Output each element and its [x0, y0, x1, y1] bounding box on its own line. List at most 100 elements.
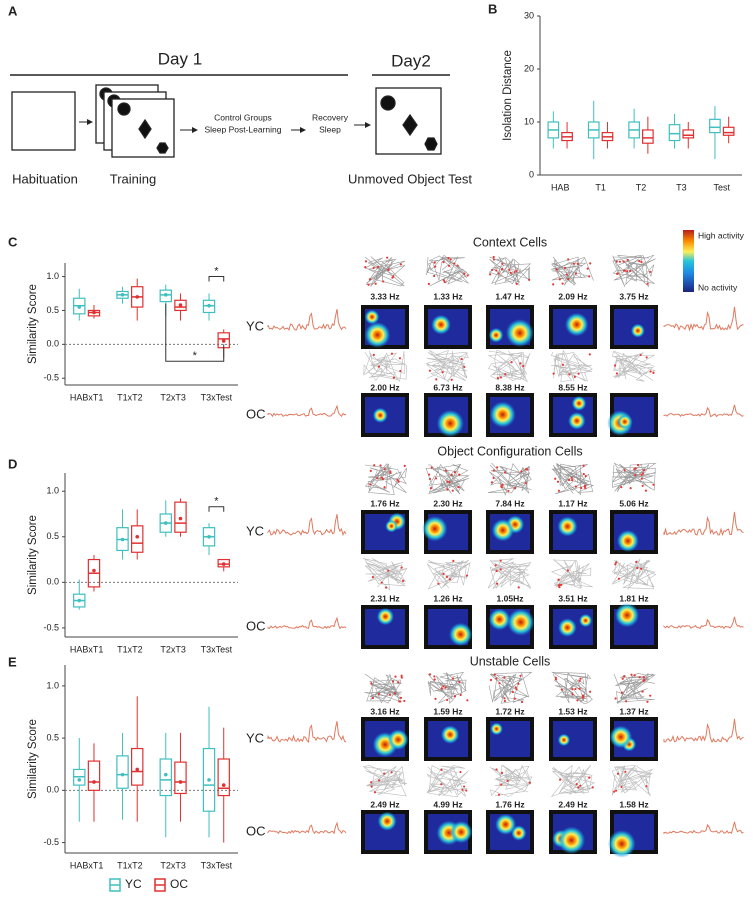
panel-label: E — [8, 654, 17, 669]
spike-dot — [447, 256, 450, 260]
spike-dot — [522, 364, 525, 368]
firing-rate: 5.06 Hz — [619, 498, 648, 508]
trajectory — [611, 765, 653, 796]
spike-dot — [499, 568, 502, 571]
waveform — [267, 514, 347, 537]
spike-dot — [442, 261, 445, 264]
rate-map-field — [571, 396, 587, 411]
spike-dot — [555, 268, 558, 271]
rate-map — [609, 717, 658, 761]
group-label: YC — [246, 318, 264, 333]
spike-dot — [383, 467, 386, 471]
spike-dot — [565, 273, 568, 276]
x-tick-label: T3xTest — [201, 860, 233, 870]
spike-dot — [514, 486, 517, 490]
spike-dot — [392, 376, 395, 379]
y-tick-label: -0.5 — [43, 622, 59, 632]
spike-dot — [623, 469, 626, 472]
spike-dot — [450, 378, 453, 381]
rate-map — [486, 393, 534, 437]
spike-dot — [589, 690, 592, 693]
spike-dot — [567, 278, 570, 281]
spike-dot — [635, 560, 638, 564]
rate-map — [549, 305, 597, 349]
spike-dot — [633, 674, 636, 677]
y-axis-label: Similarity Score — [27, 284, 39, 364]
rate-map-field — [489, 401, 516, 428]
rate-map-field — [448, 622, 473, 647]
firing-rate: 2.09 Hz — [558, 291, 587, 301]
mean — [178, 516, 183, 521]
spike-dot — [367, 283, 370, 286]
y-tick-label: 0.0 — [46, 785, 59, 795]
x-tick-label: HABxT1 — [70, 644, 104, 654]
rate-map-field — [557, 516, 578, 537]
spike-dot — [497, 793, 501, 796]
spike-dot — [465, 789, 468, 792]
step-label: Habituation — [12, 171, 78, 186]
firing-rate: 1.76 Hz — [495, 799, 524, 809]
spike-dot — [629, 487, 632, 490]
spike-dot — [428, 473, 431, 476]
spike-dot — [386, 256, 389, 259]
spike-dot — [615, 789, 618, 792]
rate-map-field — [490, 722, 503, 736]
spike-dot — [489, 273, 492, 276]
spike-dot — [500, 771, 504, 774]
rate-map — [486, 717, 534, 761]
spike-dot — [584, 475, 587, 478]
mean — [178, 303, 183, 307]
spike-dot — [503, 676, 506, 679]
rate-map-field — [616, 529, 639, 552]
spike-dot — [641, 472, 645, 475]
mean — [92, 310, 96, 315]
spike-dot — [376, 477, 379, 480]
spike-dot — [507, 489, 510, 493]
spike-dot — [371, 576, 375, 579]
spike-dot — [557, 578, 560, 581]
mean — [77, 598, 82, 603]
significance-star: * — [214, 265, 219, 277]
firing-rate: 3.16 Hz — [370, 706, 399, 716]
spike-dot — [364, 265, 367, 269]
mean — [221, 783, 226, 787]
trajectory-path — [550, 349, 593, 382]
trajectory — [426, 559, 471, 590]
box-body — [159, 758, 172, 797]
firing-rate: 3.51 Hz — [558, 593, 587, 603]
firing-rate: 4.99 Hz — [433, 799, 462, 809]
box — [668, 114, 681, 149]
trajectory-path — [611, 558, 657, 590]
spike-dot — [641, 484, 644, 487]
mean — [135, 534, 140, 539]
spike-dot — [441, 371, 444, 374]
trajectory-path — [611, 350, 656, 382]
waveform — [663, 404, 744, 418]
box — [217, 727, 230, 843]
rate-map-field — [488, 608, 511, 631]
rate-map — [607, 393, 658, 437]
trajectory-path — [487, 558, 532, 589]
spike-dot — [563, 266, 567, 269]
y-tick-label: 1.0 — [46, 271, 59, 281]
rate-map — [424, 605, 473, 649]
spike-dot — [649, 370, 652, 373]
spike-dot — [496, 582, 499, 585]
mean — [92, 780, 96, 784]
firing-rate: 1.59 Hz — [433, 706, 462, 716]
spike-dot — [452, 559, 455, 562]
box — [73, 579, 86, 610]
spike-dot — [640, 477, 643, 480]
spike-dot — [390, 352, 394, 355]
spike-dot — [558, 278, 561, 281]
spike-dot — [443, 280, 446, 284]
spike-dot — [495, 677, 498, 680]
spike-dot — [572, 262, 575, 265]
spike-dot — [649, 270, 652, 273]
spike-dot — [620, 785, 623, 789]
trajectory — [363, 350, 407, 382]
spike-dot — [615, 260, 618, 263]
box-body — [217, 558, 230, 568]
spike-dot — [429, 487, 433, 490]
spike-dot — [492, 258, 496, 261]
